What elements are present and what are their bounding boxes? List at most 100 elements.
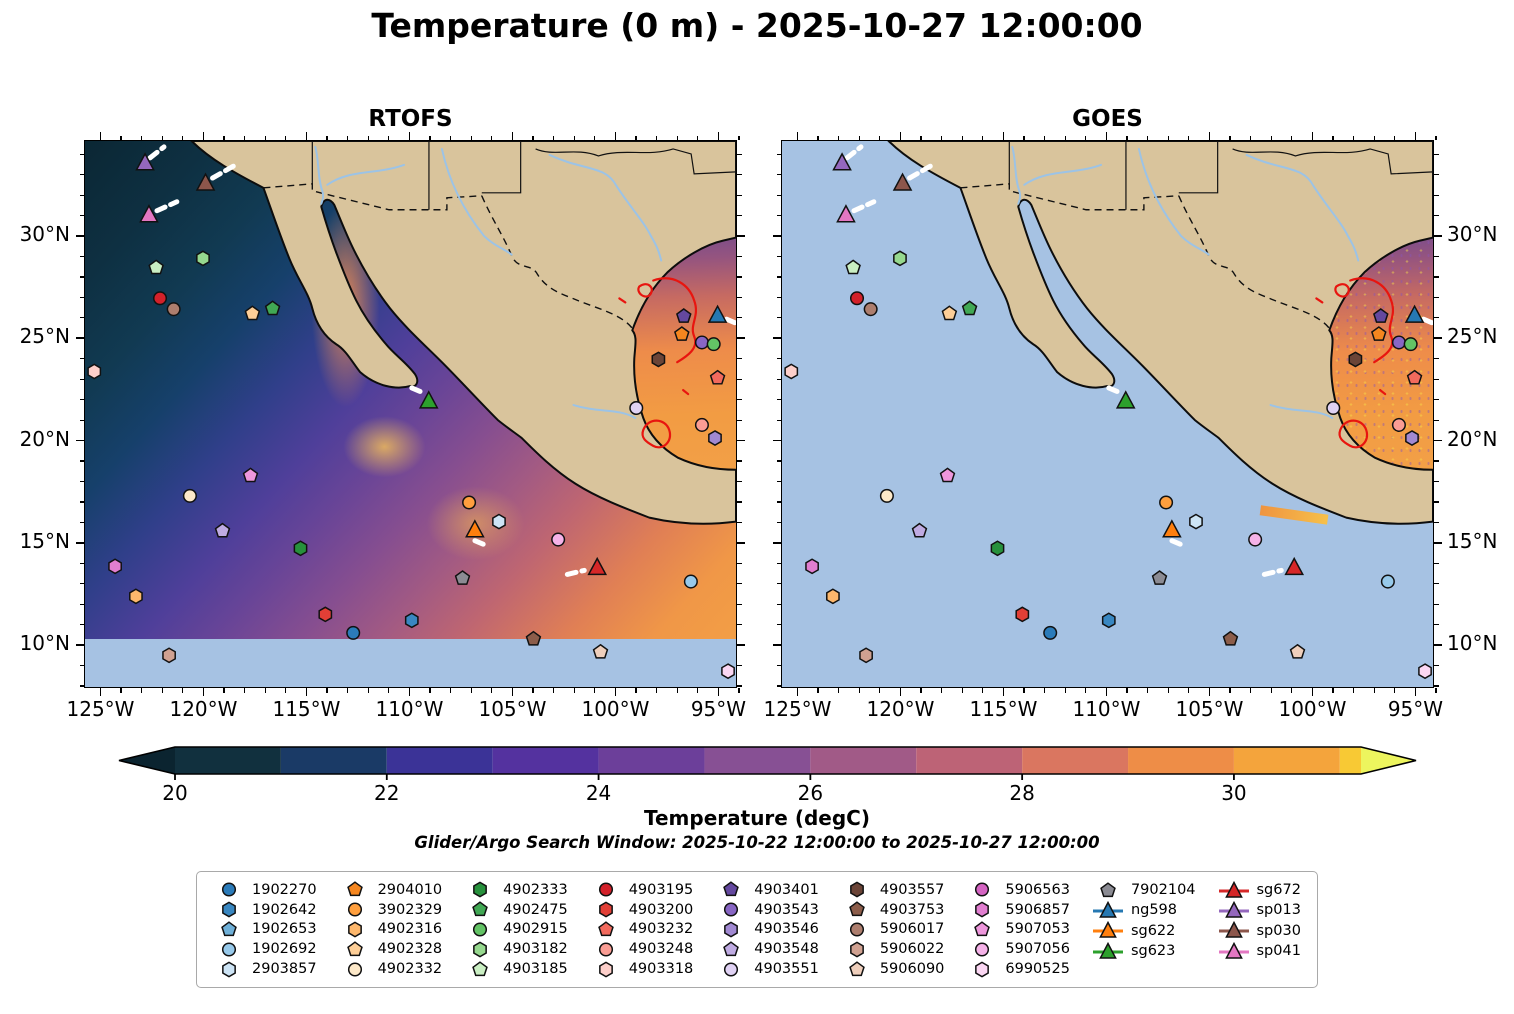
legend-item-3902329[interactable]: 3902329 [339, 900, 442, 920]
legend-item-4902915[interactable]: 4902915 [464, 920, 568, 940]
float-marker-3902329 [462, 495, 477, 510]
legend-label: 4903195 [628, 881, 694, 898]
legend-item-4903195[interactable]: 4903195 [590, 880, 694, 900]
legend-item-4903401[interactable]: 4903401 [715, 880, 819, 900]
legend-item-4903548[interactable]: 4903548 [715, 939, 819, 959]
legend-item-5907053[interactable]: 5907053 [966, 920, 1070, 940]
legend-marker-4903232-pentagon-icon [597, 921, 614, 937]
legend-item-4903557[interactable]: 4903557 [841, 880, 944, 900]
legend-item-4903753[interactable]: 4903753 [841, 900, 944, 920]
legend-label: 4903548 [754, 941, 819, 958]
float-marker-2903857 [1189, 513, 1203, 530]
axis-tick [1434, 583, 1439, 585]
axis-tick [532, 688, 534, 693]
axis-tick [776, 603, 781, 605]
axis-tick [1434, 296, 1439, 299]
float-marker-5907053 [242, 467, 259, 483]
axis-tick [388, 135, 390, 140]
geography [190, 141, 736, 525]
legend-item-4903546[interactable]: 4903546 [715, 920, 819, 940]
legend-column: sg672 sp013 sp030 sp041 [1218, 880, 1301, 979]
legend-item-5906022[interactable]: 5906022 [841, 939, 945, 959]
axis-tick [1126, 688, 1128, 693]
legend-item-5906857[interactable]: 5906857 [966, 900, 1070, 920]
float-marker-sg672 [1284, 556, 1305, 576]
float-marker-1902642 [404, 612, 419, 629]
legend-marker-4903557-hexagon-icon [849, 881, 864, 898]
axis-tick [776, 501, 781, 503]
legend-item-4903248[interactable]: 4903248 [590, 939, 693, 959]
legend-label: sp041 [1256, 943, 1301, 960]
axis-tick [776, 276, 781, 278]
legend-item-4903318[interactable]: 4903318 [590, 959, 693, 979]
legend-marker-1902692-circle-icon [221, 942, 237, 957]
colorbar-tick-label: 28 [1009, 781, 1035, 805]
axis-tick [737, 541, 745, 544]
legend-item-7902104[interactable]: 7902104 [1092, 880, 1196, 900]
float-marker-ng598 [1404, 304, 1425, 323]
legend-item-1902270[interactable]: 1902270 [213, 880, 317, 900]
legend-item-sg623[interactable]: sg623 [1092, 941, 1196, 961]
axis-tick [141, 135, 143, 140]
legend-item-2903857[interactable]: 2903857 [213, 959, 317, 979]
axis-tick [1291, 135, 1293, 140]
legend-item-1902692[interactable]: 1902692 [213, 939, 317, 959]
float-marker-7902104 [454, 570, 471, 585]
lat-tick-label: 30°N [19, 222, 70, 247]
axis-tick [326, 688, 328, 693]
colorbar-label: Temperature (degC) [644, 806, 870, 830]
axis-tick [1434, 603, 1439, 605]
map-canvas[interactable] [84, 140, 737, 688]
legend-label: sg672 [1256, 882, 1301, 899]
legend-marker-5906022-hexagon-icon [849, 941, 864, 958]
legend-marker-5907056-circle-icon [975, 942, 990, 957]
legend-item-4902475[interactable]: 4902475 [464, 900, 568, 920]
axis-tick [776, 255, 781, 258]
axis-tick [1064, 135, 1066, 140]
legend-item-sp030[interactable]: sp030 [1218, 921, 1301, 941]
axis-tick [79, 624, 84, 626]
axis-tick [635, 688, 637, 693]
float-marker-4903401 [676, 308, 692, 323]
legend-item-5907056[interactable]: 5907056 [966, 939, 1070, 959]
legend-marker-6990525-hexagon-icon [975, 961, 990, 978]
legend-item-sp013[interactable]: sp013 [1218, 900, 1301, 920]
legend-item-4902316[interactable]: 4902316 [339, 920, 442, 940]
legend-item-4902333[interactable]: 4902333 [464, 880, 568, 900]
legend-label: 5906022 [879, 941, 945, 958]
legend-item-4903551[interactable]: 4903551 [715, 959, 819, 979]
legend-marker-2903857-hexagon-icon [222, 961, 236, 978]
legend-item-4903185[interactable]: 4903185 [464, 959, 568, 979]
axis-tick [594, 688, 596, 693]
map-canvas[interactable] [781, 140, 1434, 688]
legend-marker-4903200-hexagon-icon [598, 901, 613, 918]
legend-label: sp013 [1256, 902, 1301, 919]
float-marker-1902692 [1380, 574, 1395, 589]
legend-item-5906563[interactable]: 5906563 [966, 880, 1070, 900]
legend-item-4902328[interactable]: 4902328 [339, 939, 443, 959]
legend-item-1902642[interactable]: 1902642 [213, 900, 317, 920]
legend-marker-7902104-pentagon-icon [1100, 881, 1116, 897]
float-marker-sg672 [587, 556, 608, 576]
legend-marker-sg622-glider-icon [1092, 921, 1123, 938]
legend-item-6990525[interactable]: 6990525 [966, 959, 1070, 979]
float-marker-1902270 [1043, 625, 1058, 640]
legend-label: 4903543 [754, 901, 819, 918]
legend-item-4903182[interactable]: 4903182 [464, 939, 568, 959]
legend-item-4903200[interactable]: 4903200 [590, 900, 693, 920]
legend-item-ng598[interactable]: ng598 [1092, 900, 1196, 920]
legend-item-sg622[interactable]: sg622 [1092, 921, 1196, 941]
legend-item-sg672[interactable]: sg672 [1218, 880, 1301, 900]
legend-item-sp041[interactable]: sp041 [1218, 941, 1301, 961]
legend-item-4903543[interactable]: 4903543 [715, 900, 819, 920]
legend-item-4902332[interactable]: 4902332 [339, 959, 442, 979]
legend-item-2904010[interactable]: 2904010 [339, 880, 442, 900]
axis-tick [776, 624, 781, 626]
legend-item-5906090[interactable]: 5906090 [841, 959, 944, 979]
legend-item-1902653[interactable]: 1902653 [213, 920, 317, 940]
legend-item-5906017[interactable]: 5906017 [841, 920, 944, 940]
legend-label: 4902328 [377, 941, 443, 958]
legend-item-4903232[interactable]: 4903232 [590, 920, 693, 940]
axis-tick [1250, 688, 1252, 693]
axis-tick [79, 480, 84, 483]
